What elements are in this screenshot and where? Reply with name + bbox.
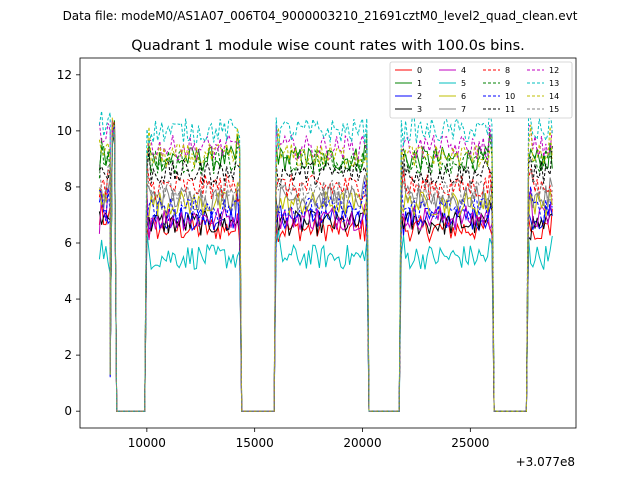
legend-label: 4 bbox=[461, 66, 466, 75]
legend-label: 3 bbox=[417, 105, 422, 114]
series-line-12 bbox=[98, 122, 553, 412]
series-line-13 bbox=[98, 107, 553, 412]
series-line-4 bbox=[98, 119, 553, 412]
x-tick-label: 20000 bbox=[343, 436, 381, 450]
data-file-label: Data file: modeM0/AS1A07_006T04_90000032… bbox=[63, 9, 578, 23]
series-layer bbox=[98, 107, 553, 412]
x-tick-label: 15000 bbox=[236, 436, 274, 450]
legend-label: 13 bbox=[549, 79, 559, 88]
y-tick-label: 4 bbox=[64, 292, 72, 306]
y-tick-label: 6 bbox=[64, 236, 72, 250]
legend-label: 2 bbox=[417, 92, 422, 101]
legend-label: 11 bbox=[505, 105, 515, 114]
x-offset-label: +3.077e8 bbox=[516, 455, 575, 469]
legend-label: 6 bbox=[461, 92, 466, 101]
x-tick-label: 25000 bbox=[451, 436, 489, 450]
legend-label: 14 bbox=[549, 92, 559, 101]
legend-label: 7 bbox=[461, 105, 466, 114]
legend-label: 8 bbox=[505, 66, 510, 75]
legend-label: 10 bbox=[505, 92, 515, 101]
legend-label: 0 bbox=[417, 66, 422, 75]
x-tick-label: 10000 bbox=[128, 436, 166, 450]
legend-label: 5 bbox=[461, 79, 466, 88]
y-tick-label: 12 bbox=[57, 68, 72, 82]
series-line-7 bbox=[99, 133, 553, 412]
series-line-5 bbox=[98, 123, 553, 412]
y-tick-label: 2 bbox=[64, 348, 72, 362]
legend-label: 15 bbox=[549, 105, 559, 114]
legend-label: 9 bbox=[505, 79, 510, 88]
legend-label: 12 bbox=[549, 66, 559, 75]
legend-frame bbox=[389, 61, 573, 119]
series-line-14 bbox=[98, 117, 553, 412]
y-tick-label: 0 bbox=[64, 404, 72, 418]
chart-title: Quadrant 1 module wise count rates with … bbox=[131, 38, 525, 54]
series-line-10 bbox=[99, 124, 553, 412]
y-tick-label: 8 bbox=[64, 180, 72, 194]
series-line-15 bbox=[98, 125, 553, 412]
legend-label: 1 bbox=[417, 79, 422, 88]
y-tick-label: 10 bbox=[57, 124, 72, 138]
